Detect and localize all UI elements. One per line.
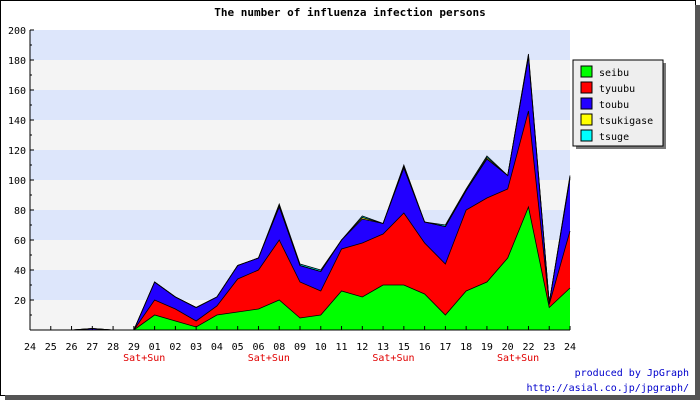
weekend-label: Sat+Sun bbox=[497, 353, 539, 364]
plot-band bbox=[30, 90, 570, 120]
plot-band bbox=[30, 120, 570, 150]
y-tick-label: 160 bbox=[8, 86, 26, 97]
y-tick-label: 100 bbox=[8, 176, 26, 187]
y-tick-label: 80 bbox=[14, 206, 26, 217]
x-tick-label: 02 bbox=[169, 342, 181, 353]
x-tick-label: 29 bbox=[128, 342, 140, 353]
x-tick-label: 06 bbox=[252, 342, 264, 353]
x-tick-label: 23 bbox=[543, 342, 555, 353]
y-tick-label: 200 bbox=[8, 26, 26, 37]
legend-label-seibu: seibu bbox=[599, 68, 629, 79]
x-tick-label: 09 bbox=[294, 342, 306, 353]
y-tick-label: 180 bbox=[8, 56, 26, 67]
x-tick-label: 26 bbox=[66, 342, 78, 353]
x-tick-label: 03 bbox=[190, 342, 202, 353]
weekend-label: Sat+Sun bbox=[248, 353, 290, 364]
frame-shadow-right bbox=[695, 5, 700, 400]
area-toubu bbox=[30, 57, 570, 330]
legend-swatch-seibu bbox=[580, 65, 593, 78]
plot-band bbox=[30, 30, 570, 60]
x-tick-label: 27 bbox=[86, 342, 98, 353]
x-tick-label: 28 bbox=[107, 342, 119, 353]
x-tick-label: 11 bbox=[336, 342, 348, 353]
credit-line-1: produced by JpGraph bbox=[575, 368, 689, 379]
x-tick-label: 12 bbox=[356, 342, 368, 353]
area-seibu bbox=[30, 207, 570, 330]
x-tick-label: 20 bbox=[502, 342, 514, 353]
area-tyuubu bbox=[30, 111, 570, 330]
x-tick-label: 16 bbox=[419, 342, 431, 353]
legend: seibu tyuubu toubu tsukigase tsuge bbox=[572, 59, 666, 149]
x-tick-label: 24 bbox=[564, 342, 576, 353]
legend-label-tyuubu: tyuubu bbox=[599, 84, 635, 95]
x-tick-label: 10 bbox=[315, 342, 327, 353]
legend-swatch-tsuge bbox=[580, 129, 593, 142]
x-tick-label: 18 bbox=[460, 342, 472, 353]
weekend-label: Sat+Sun bbox=[123, 353, 165, 364]
legend-swatch-tsukigase bbox=[580, 113, 593, 126]
x-tick-label: 15 bbox=[398, 342, 410, 353]
legend-label-tsukigase: tsukigase bbox=[599, 116, 653, 127]
x-tick-label: 08 bbox=[273, 342, 285, 353]
x-tick-label: 04 bbox=[211, 342, 223, 353]
axes: 20 40 60 80 100 120 140 160 180 200 24 25 26 27 28 29 01… bbox=[8, 26, 576, 364]
x-tick-label: 05 bbox=[232, 342, 244, 353]
y-tick-label: 20 bbox=[14, 296, 26, 307]
chart-title: The number of influenza infection person… bbox=[214, 6, 486, 19]
x-tick-label: 13 bbox=[377, 342, 389, 353]
x-tick-label: 01 bbox=[149, 342, 161, 353]
legend-label-tsuge: tsuge bbox=[599, 132, 629, 143]
y-tick-label: 40 bbox=[14, 266, 26, 277]
weekend-label: Sat+Sun bbox=[372, 353, 414, 364]
plot-band bbox=[30, 60, 570, 90]
x-tick-label: 19 bbox=[481, 342, 493, 353]
legend-swatch-toubu bbox=[580, 97, 593, 110]
y-tick-label: 140 bbox=[8, 116, 26, 127]
y-tick-label: 60 bbox=[14, 236, 26, 247]
legend-label-toubu: toubu bbox=[599, 100, 629, 111]
frame-shadow-bottom bbox=[5, 395, 700, 400]
y-tick-label: 120 bbox=[8, 146, 26, 157]
x-tick-label: 22 bbox=[522, 342, 534, 353]
x-tick-label: 25 bbox=[45, 342, 57, 353]
legend-swatch-tyuubu bbox=[580, 81, 593, 94]
x-tick-label: 24 bbox=[24, 342, 36, 353]
credit-line-2: http://asial.co.jp/jpgraph/ bbox=[526, 383, 689, 394]
x-tick-label: 17 bbox=[439, 342, 451, 353]
